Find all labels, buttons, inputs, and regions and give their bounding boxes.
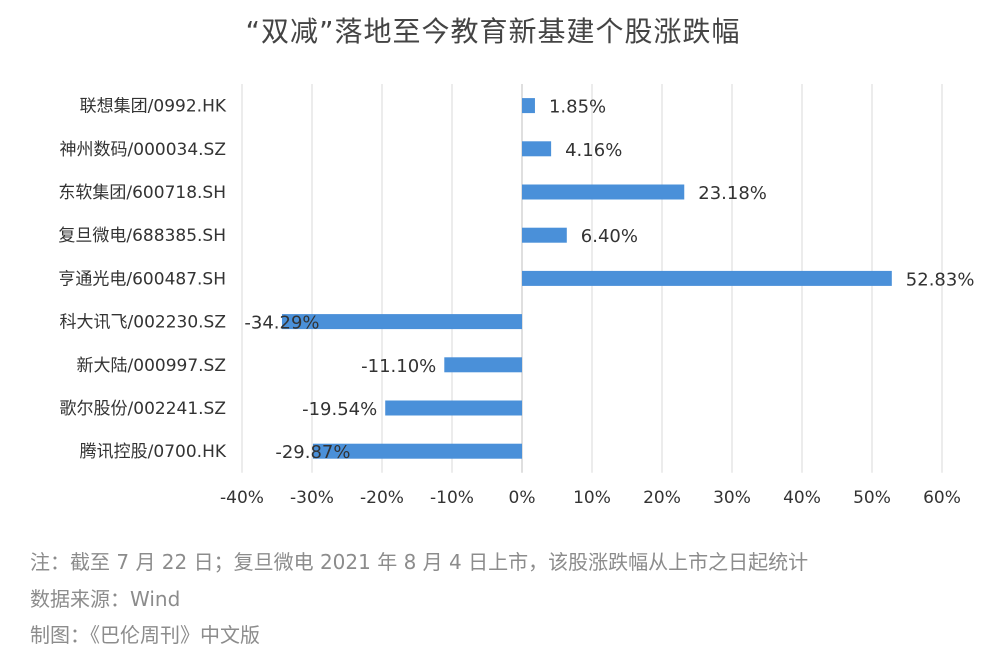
- bar: [312, 443, 522, 459]
- category-label: 复旦微电/688385.SH: [58, 226, 226, 246]
- chart-title: “双减”落地至今教育新基建个股涨跌幅: [245, 15, 741, 48]
- x-tick-label: 10%: [573, 488, 611, 508]
- x-tick-label: 0%: [509, 488, 536, 508]
- category-label: 科大讯飞/002230.SZ: [60, 313, 226, 333]
- bar: [522, 184, 685, 200]
- x-tick-label: 50%: [853, 488, 891, 508]
- bar: [522, 141, 552, 157]
- bar: [522, 270, 892, 286]
- data-label: 6.40%: [581, 226, 638, 247]
- data-label: -11.10%: [361, 356, 436, 377]
- bar: [281, 314, 522, 330]
- data-source: 数据来源：Wind: [30, 587, 181, 611]
- x-tick-label: -20%: [360, 488, 404, 508]
- bar: [385, 400, 522, 416]
- data-label: 1.85%: [549, 97, 606, 118]
- data-label: 4.16%: [565, 140, 622, 161]
- footnote: 注：截至 7 月 22 日；复旦微电 2021 年 8 月 4 日上市，该股涨跌…: [30, 550, 809, 574]
- data-label: 23.18%: [698, 183, 767, 204]
- bar: [522, 98, 535, 114]
- x-axis-ticks: -40% -30% -20% -10% 0% 10% 20% 30% 40% 50% 60%: [220, 488, 961, 508]
- x-tick-label: 20%: [643, 488, 681, 508]
- category-label: 神州数码/000034.SZ: [60, 140, 226, 160]
- data-labels: 1.85% 4.16% 23.18% 6.40% 52.83% -34.29% -11.10…: [244, 97, 974, 464]
- category-label: 亨通光电/600487.SH: [58, 269, 226, 289]
- credit: 制图：《巴伦周刊》中文版: [30, 623, 260, 647]
- x-tick-label: -10%: [430, 488, 474, 508]
- category-label: 东软集团/600718.SH: [58, 183, 226, 203]
- x-tick-label: 40%: [783, 488, 821, 508]
- data-label: -29.87%: [275, 442, 350, 463]
- bar: [522, 227, 567, 243]
- category-label: 联想集团/0992.HK: [80, 97, 227, 117]
- bar-chart: 联想集团/0992.HK 神州数码/000034.SZ 东软集团/600718.SH…: [58, 84, 974, 508]
- data-label: -19.54%: [302, 399, 377, 420]
- data-label: 52.83%: [906, 269, 975, 290]
- bars: [281, 98, 892, 459]
- bar: [444, 357, 522, 373]
- data-label: -34.29%: [244, 313, 319, 334]
- category-label: 腾讯控股/0700.HK: [80, 442, 227, 462]
- x-tick-label: 60%: [923, 488, 961, 508]
- x-tick-label: -30%: [290, 488, 334, 508]
- x-tick-label: 30%: [713, 488, 751, 508]
- category-label: 歌尔股份/002241.SZ: [60, 399, 226, 419]
- x-tick-label: -40%: [220, 488, 264, 508]
- category-labels: 联想集团/0992.HK 神州数码/000034.SZ 东软集团/600718.SH…: [58, 97, 226, 463]
- category-label: 新大陆/000997.SZ: [77, 356, 226, 376]
